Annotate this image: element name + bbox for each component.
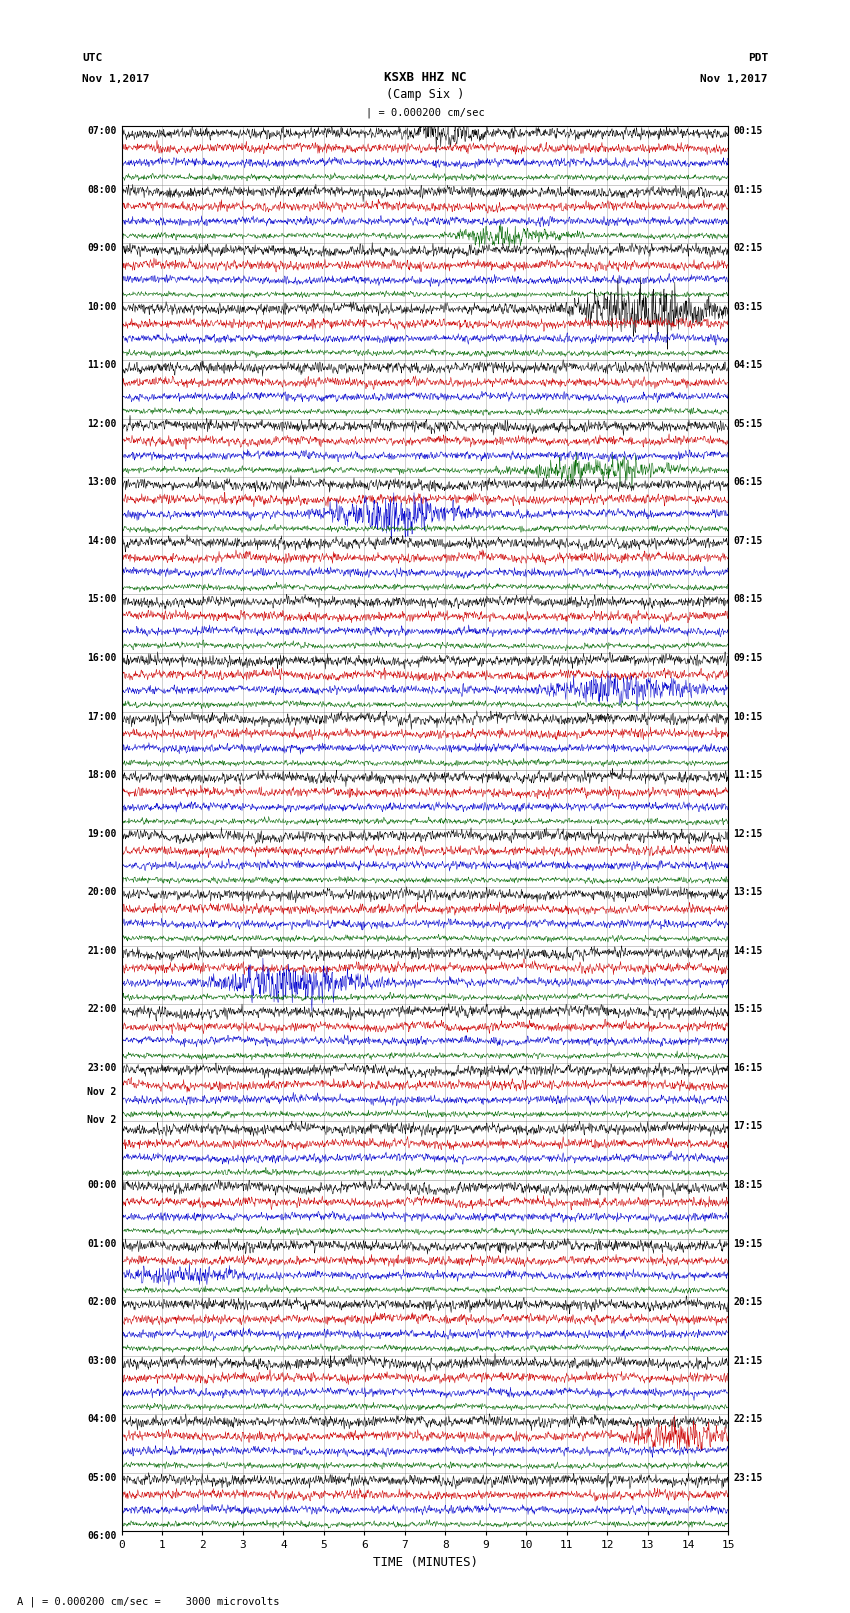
X-axis label: TIME (MINUTES): TIME (MINUTES): [372, 1557, 478, 1569]
Text: 16:15: 16:15: [734, 1063, 762, 1073]
Text: 13:15: 13:15: [734, 887, 762, 897]
Text: PDT: PDT: [748, 53, 768, 63]
Text: 14:00: 14:00: [88, 536, 116, 545]
Text: 07:15: 07:15: [734, 536, 762, 545]
Text: 06:15: 06:15: [734, 477, 762, 487]
Text: 15:00: 15:00: [88, 595, 116, 605]
Text: 03:00: 03:00: [88, 1355, 116, 1366]
Text: 02:15: 02:15: [734, 244, 762, 253]
Text: 21:00: 21:00: [88, 945, 116, 957]
Text: 09:00: 09:00: [88, 244, 116, 253]
Text: 04:00: 04:00: [88, 1415, 116, 1424]
Text: 22:00: 22:00: [88, 1005, 116, 1015]
Text: 00:15: 00:15: [734, 126, 762, 135]
Text: Nov 2: Nov 2: [88, 1115, 116, 1124]
Text: 13:00: 13:00: [88, 477, 116, 487]
Text: 11:15: 11:15: [734, 769, 762, 781]
Text: 05:15: 05:15: [734, 419, 762, 429]
Text: 03:15: 03:15: [734, 302, 762, 311]
Text: | = 0.000200 cm/sec: | = 0.000200 cm/sec: [366, 106, 484, 118]
Text: 08:15: 08:15: [734, 595, 762, 605]
Text: 16:00: 16:00: [88, 653, 116, 663]
Text: 17:00: 17:00: [88, 711, 116, 721]
Text: 20:00: 20:00: [88, 887, 116, 897]
Text: 09:15: 09:15: [734, 653, 762, 663]
Text: KSXB HHZ NC: KSXB HHZ NC: [383, 71, 467, 84]
Text: 01:15: 01:15: [734, 184, 762, 195]
Text: UTC: UTC: [82, 53, 102, 63]
Text: 00:00: 00:00: [88, 1181, 116, 1190]
Text: 22:15: 22:15: [734, 1415, 762, 1424]
Text: 15:15: 15:15: [734, 1005, 762, 1015]
Text: 23:15: 23:15: [734, 1473, 762, 1482]
Text: 10:15: 10:15: [734, 711, 762, 721]
Text: 04:15: 04:15: [734, 360, 762, 371]
Text: 14:15: 14:15: [734, 945, 762, 957]
Text: 19:00: 19:00: [88, 829, 116, 839]
Text: 12:15: 12:15: [734, 829, 762, 839]
Text: Nov 2: Nov 2: [88, 1087, 116, 1097]
Text: 01:00: 01:00: [88, 1239, 116, 1248]
Text: 05:00: 05:00: [88, 1473, 116, 1482]
Text: 19:15: 19:15: [734, 1239, 762, 1248]
Text: Nov 1,2017: Nov 1,2017: [700, 74, 768, 84]
Text: Nov 1,2017: Nov 1,2017: [82, 74, 150, 84]
Text: 17:15: 17:15: [734, 1121, 762, 1131]
Text: 07:00: 07:00: [88, 126, 116, 135]
Text: 11:00: 11:00: [88, 360, 116, 371]
Text: 02:00: 02:00: [88, 1297, 116, 1307]
Text: 18:15: 18:15: [734, 1181, 762, 1190]
Text: 10:00: 10:00: [88, 302, 116, 311]
Text: 06:00: 06:00: [88, 1531, 116, 1542]
Text: 12:00: 12:00: [88, 419, 116, 429]
Text: 18:00: 18:00: [88, 769, 116, 781]
Text: 23:00: 23:00: [88, 1063, 116, 1073]
Text: 21:15: 21:15: [734, 1355, 762, 1366]
Text: 08:00: 08:00: [88, 184, 116, 195]
Text: (Camp Six ): (Camp Six ): [386, 87, 464, 100]
Text: A | = 0.000200 cm/sec =    3000 microvolts: A | = 0.000200 cm/sec = 3000 microvolts: [17, 1595, 280, 1607]
Text: 20:15: 20:15: [734, 1297, 762, 1307]
